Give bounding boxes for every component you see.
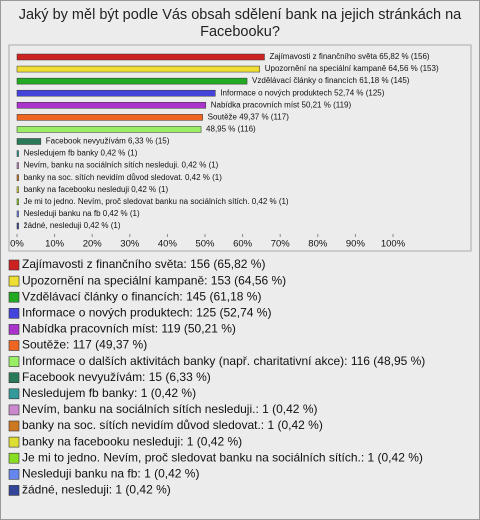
plot-frame (8, 44, 472, 252)
bar (16, 126, 202, 133)
bar (16, 150, 19, 157)
legend-swatch (8, 420, 20, 432)
bar (16, 210, 19, 218)
legend-swatch (8, 324, 20, 335)
legend-swatch (8, 307, 20, 319)
x-tick-label: 30% (120, 239, 140, 250)
bar-label: banky na soc. sítích nevidím důvod sledo… (24, 173, 223, 182)
legend-label: Informace o nových produktech: 125 (52,7… (22, 305, 271, 319)
legend-label: Nesledujem fb banky: 1 (0,42 %) (22, 386, 196, 400)
bar (16, 186, 19, 194)
legend-label: Je mi to jedno. Nevím, proč sledovat ban… (22, 450, 423, 464)
legend-swatch (8, 291, 20, 303)
legend-label: Informace o dalších aktivitách banky (na… (22, 354, 425, 368)
legend-label: žádné, nesleduji: 1 (0,42 %) (22, 483, 171, 497)
legend-label: Nabídka pracovních míst: 119 (50,21 %) (22, 322, 236, 336)
legend-swatch (8, 388, 20, 400)
bar-label: Soutěže 49,37 % (117) (208, 112, 290, 121)
legend-swatch (8, 452, 20, 464)
bar (16, 174, 19, 181)
legend-swatch (8, 372, 20, 384)
bar (16, 138, 42, 145)
legend-label: Vzdělávací články o financích: 145 (61,1… (22, 289, 261, 303)
legend-swatch (8, 468, 20, 480)
legend-swatch (8, 485, 20, 496)
legend-label: Upozornění na speciální kampaně: 153 (64… (22, 273, 286, 287)
bar-label: Nesleduji banku na fb 0,42 % (1) (24, 209, 140, 218)
bar (16, 162, 19, 169)
x-tick-label: 10% (45, 239, 65, 250)
bar-label: Facebook nevyužívám 6,33 % (15) (46, 137, 170, 146)
bar (16, 102, 207, 109)
legend-swatch (8, 259, 20, 271)
bar (16, 198, 19, 206)
x-tick-label: 70% (271, 239, 291, 250)
legend-label: Nesleduji banku na fb: 1 (0,42 %) (22, 466, 199, 480)
legend-swatch (8, 275, 20, 287)
x-tick-label: 50% (195, 239, 215, 250)
legend-swatch (8, 340, 20, 351)
bar-label: Zajímavosti z finančního světa 65,82 % (… (269, 52, 429, 61)
x-tick-label: 60% (233, 239, 253, 250)
bar-label: banky na facebooku nesleduji 0,42 % (1) (24, 185, 169, 194)
legend-label: Soutěže: 117 (49,37 %) (22, 338, 147, 352)
bar-label: Nabídka pracovních míst 50,21 % (119) (211, 100, 352, 109)
legend-label: banky na soc. sítích nevidím důvod sledo… (22, 418, 323, 432)
bar-label: Nevím, banku na sociálních sítích nesled… (24, 161, 219, 170)
bar-label: 48,95 % (116) (206, 125, 256, 134)
legend-label: Zajímavosti z finančního světa: 156 (65,… (22, 257, 265, 271)
bar-label: Vzdělávací články o financích 61,18 % (1… (252, 76, 410, 85)
x-tick-label: 0% (10, 239, 24, 250)
legend-label: banky na facebooku nesleduji: 1 (0,42 %) (22, 434, 242, 448)
legend-swatch (8, 436, 20, 448)
x-tick-label: 80% (308, 239, 328, 250)
legend-label: Nevím, banku na sociálních sítích nesled… (22, 402, 317, 416)
chart-title: Jaký by měl být podle Vás obsah sdělení … (18, 7, 462, 40)
bar (16, 53, 265, 61)
legend-swatch (8, 404, 20, 416)
x-tick-label: 100% (381, 239, 406, 250)
bar-label: Upozornění na speciální kampaně 64,56 % … (265, 64, 439, 73)
bar (16, 65, 260, 73)
bar (16, 77, 248, 85)
bar (16, 89, 216, 97)
legend-label: Facebook nevyužívám: 15 (6,33 %) (22, 370, 211, 384)
legend-swatch (8, 356, 20, 367)
bar-label: Informace o nových produktech 52,74 % (1… (220, 88, 384, 97)
bar (16, 114, 203, 121)
x-tick-label: 90% (346, 239, 366, 250)
bar-label: Nesledujem fb banky 0,42 % (1) (24, 149, 138, 158)
bar (16, 222, 19, 230)
bar-label: Je mi to jedno. Nevím, proč sledovat ban… (24, 197, 289, 206)
bar-label: žádné, nesleduji 0,42 % (1) (24, 221, 121, 230)
x-tick-label: 20% (83, 239, 103, 250)
x-tick-label: 40% (158, 239, 178, 250)
